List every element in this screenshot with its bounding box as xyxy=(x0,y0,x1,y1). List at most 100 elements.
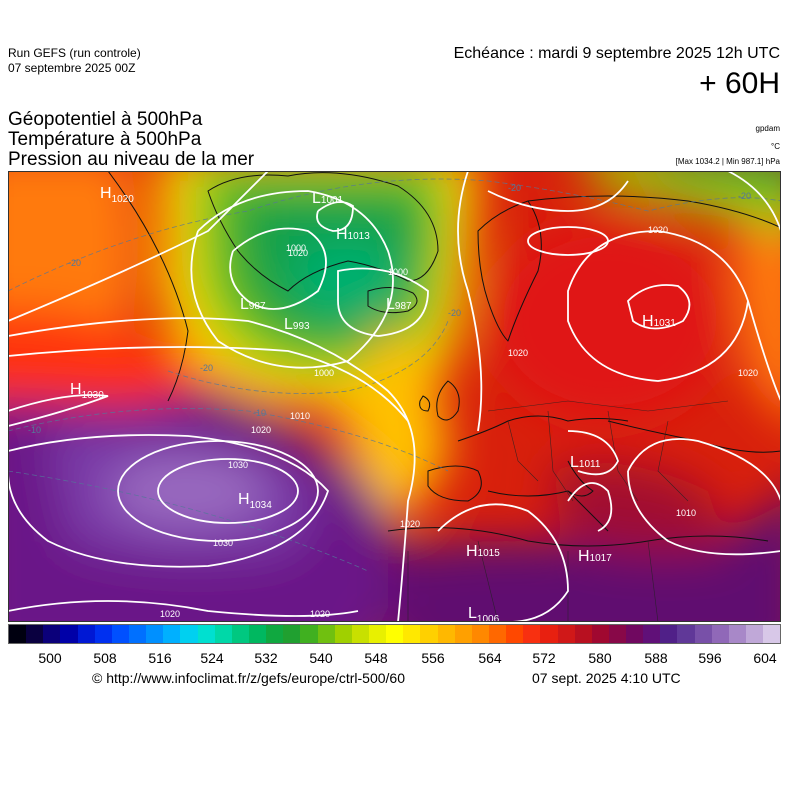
isobar-label: 1020 xyxy=(400,519,420,529)
pressure-value: 987 xyxy=(249,301,266,312)
isobar-label: 1010 xyxy=(676,508,696,518)
isobar-label: 1020 xyxy=(738,368,758,378)
isobar-label: 1020 xyxy=(251,425,271,435)
temp-label: -20 xyxy=(738,191,751,201)
colorbar-swatch xyxy=(26,625,44,643)
isobar-label: 1000 xyxy=(286,243,306,253)
pressure-value: 987 xyxy=(395,301,412,312)
generation-time: 07 sept. 2025 4:10 UTC xyxy=(532,670,681,686)
pressure-center-label: L1011 xyxy=(570,454,601,471)
colorbar-swatch xyxy=(283,625,301,643)
isobar-label: 1020 xyxy=(508,348,528,358)
colorbar-swatch xyxy=(248,625,267,643)
unit-pressure-range: [Max 1034.2 | Min 987.1] hPa xyxy=(675,157,780,166)
pressure-value: 1001 xyxy=(321,195,344,206)
colorbar-tick: 524 xyxy=(200,650,224,666)
isobar-label: 1030 xyxy=(213,538,233,548)
colorbar-tick: 572 xyxy=(532,650,556,666)
isobars xyxy=(8,171,781,622)
colorbar-swatch xyxy=(437,625,455,643)
colorbar-swatch xyxy=(146,625,164,643)
colorbar-swatch xyxy=(506,625,524,643)
pressure-center-label: H1015 xyxy=(466,543,500,560)
isobar-label: 1000 xyxy=(314,368,334,378)
colorbar-swatch xyxy=(694,625,712,643)
pressure-value: 993 xyxy=(293,321,310,332)
pressure-center-label: H1013 xyxy=(336,226,370,243)
colorbar-swatch xyxy=(111,625,129,643)
colorbar-swatch xyxy=(591,625,609,643)
colorbar-swatch xyxy=(231,625,249,643)
colorbar-swatch xyxy=(574,625,592,643)
pressure-value: 1034 xyxy=(250,500,273,511)
unit-temperature: °C xyxy=(771,142,780,151)
colorbar-swatch xyxy=(728,625,747,643)
colorbar-tick: 564 xyxy=(478,650,502,666)
colorbar-swatch xyxy=(557,625,575,643)
colorbar-swatch xyxy=(711,625,729,643)
colorbar-swatch xyxy=(626,625,644,643)
pressure-value: 1006 xyxy=(477,614,500,622)
colorbar-swatch xyxy=(368,625,387,643)
colorbar-swatch xyxy=(197,625,215,643)
colorbar-swatch xyxy=(386,625,404,643)
colorbar-swatch xyxy=(266,625,284,643)
weather-map: H1020 L1001 H1013 L987 L993 L987 H1031 H… xyxy=(8,171,781,622)
colorbar-swatch xyxy=(608,625,627,643)
colorbar-tick: 588 xyxy=(644,650,668,666)
pressure-value: 1017 xyxy=(590,553,613,564)
colorbar-swatch xyxy=(128,625,147,643)
colorbar-swatch xyxy=(454,625,472,643)
isobar-label: 1020 xyxy=(648,225,668,235)
colorbar-tick: 556 xyxy=(421,650,445,666)
variable-temperature: Température à 500hPa xyxy=(8,129,202,150)
colorbar-swatch xyxy=(746,625,764,643)
pressure-value: 1013 xyxy=(348,231,371,242)
isobar-label: 1020 xyxy=(310,609,330,619)
pressure-value: 1031 xyxy=(654,318,677,329)
colorbar-tick: 604 xyxy=(753,650,777,666)
colorbar-swatch xyxy=(60,625,78,643)
colorbar-swatch xyxy=(763,625,781,643)
colorbar-tick: 596 xyxy=(698,650,722,666)
pressure-value: 1030 xyxy=(82,390,105,401)
colorbar-swatch xyxy=(403,625,421,643)
forecast-horizon: + 60H xyxy=(699,67,780,100)
pressure-centers: H1020 L1001 H1013 L987 L993 L987 H1031 H… xyxy=(70,185,676,622)
temp-label: -20 xyxy=(508,183,521,193)
colorbar xyxy=(8,624,781,644)
pressure-center-label: H1017 xyxy=(578,548,612,565)
temp-label: -20 xyxy=(68,258,81,268)
colorbar-swatch xyxy=(643,625,661,643)
forecast-valid-time: Echéance : mardi 9 septembre 2025 12h UT… xyxy=(453,45,780,62)
colorbar-swatch xyxy=(488,625,507,643)
temp-label: -20 xyxy=(200,363,213,373)
colorbar-swatch xyxy=(163,625,181,643)
isobar-label: 1020 xyxy=(160,609,180,619)
colorbar-tick: 500 xyxy=(38,650,62,666)
colorbar-tick: 548 xyxy=(364,650,388,666)
source-url: © http://www.infoclimat.fr/z/gefs/europe… xyxy=(92,670,406,686)
colorbar-swatch xyxy=(471,625,489,643)
temp-label: -10 xyxy=(253,408,266,418)
pressure-center-label: L987 xyxy=(240,296,266,313)
colorbar-swatch xyxy=(334,625,352,643)
colorbar-swatch xyxy=(540,625,558,643)
pressure-value: 1015 xyxy=(478,548,501,559)
colorbar-swatch xyxy=(523,625,541,643)
temp-label: -20 xyxy=(448,308,461,318)
pressure-value: 1020 xyxy=(112,194,135,205)
colorbar-tick: 540 xyxy=(309,650,333,666)
unit-geopotential: gpdam xyxy=(755,124,780,133)
colorbar-tick: 532 xyxy=(254,650,278,666)
colorbar-tick: 516 xyxy=(148,650,172,666)
temperature-values: -20 -20 -20 -20 -10 -10 -20 xyxy=(28,183,751,435)
colorbar-swatch xyxy=(317,625,335,643)
isobar-values: 1000 1000 1000 1010 1020 1030 1030 1020 … xyxy=(160,225,758,619)
colorbar-tick: 508 xyxy=(93,650,117,666)
temp-label: -10 xyxy=(28,425,41,435)
temperature-contours xyxy=(8,178,781,572)
variable-geopotential: Géopotentiel à 500hPa xyxy=(8,109,203,130)
pressure-center-label: L987 xyxy=(386,296,412,313)
colorbar-swatch xyxy=(77,625,95,643)
